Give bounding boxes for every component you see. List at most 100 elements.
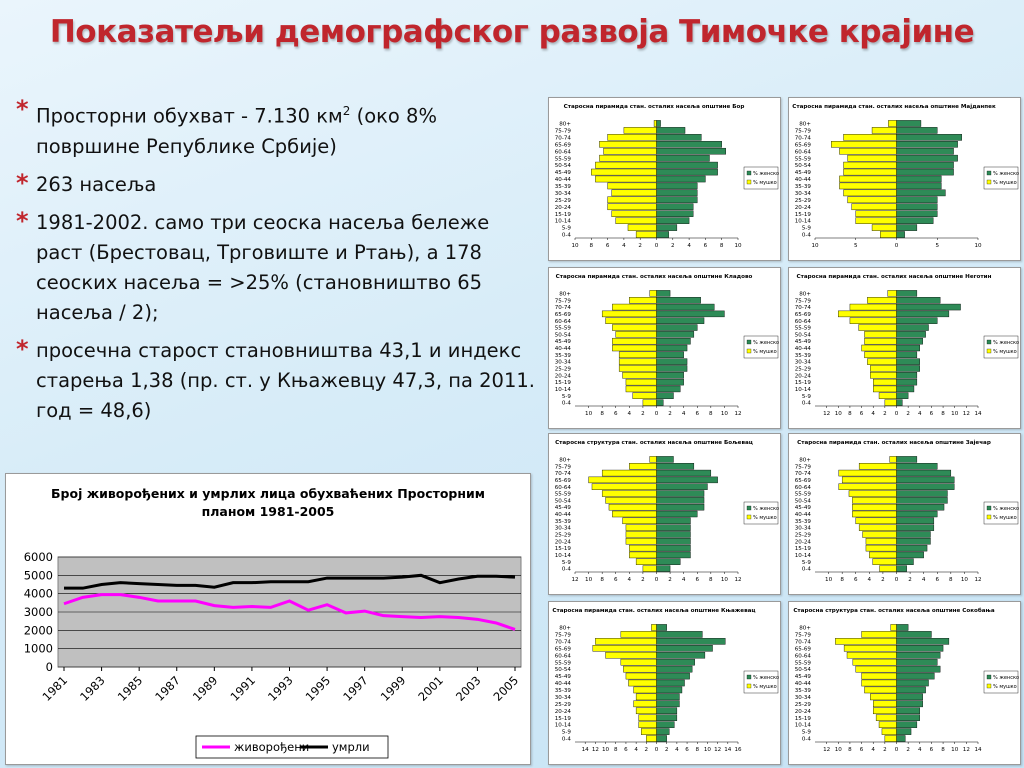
age-group-label: 45-49 bbox=[795, 170, 812, 176]
x-tick-label: 8 bbox=[709, 411, 713, 417]
bar-zensko bbox=[896, 337, 923, 345]
bar-zensko bbox=[656, 231, 669, 238]
age-group-label: 25-29 bbox=[555, 702, 572, 708]
x-tick-label: 12 bbox=[714, 747, 721, 753]
bar-musko bbox=[855, 517, 897, 525]
bar-musko bbox=[870, 365, 897, 372]
x-tick-label: 8 bbox=[848, 411, 852, 417]
bar-zensko bbox=[896, 168, 954, 176]
x-tick-label: 14 bbox=[974, 411, 982, 417]
bar-musko bbox=[838, 310, 897, 318]
age-group-label: 75-79 bbox=[555, 464, 572, 470]
bar-zensko bbox=[656, 551, 691, 559]
bar-musko bbox=[601, 490, 657, 497]
bar-musko bbox=[628, 679, 657, 687]
bar-musko bbox=[839, 182, 897, 190]
age-group-label: 80+ bbox=[799, 626, 811, 632]
legend-swatch bbox=[746, 339, 752, 345]
y-tick-label: 3000 bbox=[24, 605, 53, 619]
bar-musko bbox=[595, 161, 657, 169]
age-group-label: 40-44 bbox=[555, 512, 572, 518]
bar-musko bbox=[889, 456, 897, 463]
legend-label: % женско bbox=[993, 340, 1019, 346]
age-group-label: 50-54 bbox=[555, 667, 572, 673]
x-tick-label: 1991 bbox=[227, 673, 258, 704]
x-tick-label: 10 bbox=[974, 243, 982, 249]
bar-zensko bbox=[656, 331, 695, 338]
age-group-label: 60-64 bbox=[795, 485, 812, 491]
x-tick-label: 8 bbox=[709, 577, 713, 583]
age-group-label: 50-54 bbox=[555, 498, 572, 504]
y-tick-label: 2000 bbox=[24, 623, 53, 637]
age-group-label: 55-59 bbox=[555, 326, 572, 332]
age-group-label: 25-29 bbox=[555, 533, 572, 539]
bar-musko bbox=[887, 290, 897, 297]
bar-zensko bbox=[656, 161, 718, 169]
age-group-label: 75-79 bbox=[795, 128, 812, 134]
age-group-label: 5-9 bbox=[562, 560, 572, 566]
bar-zensko bbox=[896, 463, 938, 470]
age-group-label: 30-34 bbox=[555, 360, 572, 366]
bar-musko bbox=[872, 558, 897, 565]
legend-label: % женско bbox=[993, 506, 1019, 512]
bar-musko bbox=[599, 154, 657, 162]
bar-zensko bbox=[896, 120, 922, 127]
bar-zensko bbox=[656, 399, 664, 406]
x-tick-label: 10 bbox=[721, 577, 729, 583]
y-tick-label: 1000 bbox=[24, 642, 53, 656]
x-tick-label: 8 bbox=[590, 243, 594, 249]
age-group-label: 50-54 bbox=[795, 332, 812, 338]
age-group-label: 30-34 bbox=[555, 526, 572, 532]
bar-musko bbox=[861, 344, 897, 352]
age-group-label: 60-64 bbox=[555, 485, 572, 491]
age-group-label: 65-69 bbox=[795, 646, 812, 652]
age-group-label: 80+ bbox=[559, 122, 571, 128]
bar-musko bbox=[635, 231, 657, 238]
bar-musko bbox=[622, 372, 657, 379]
x-tick-label: 10 bbox=[835, 747, 843, 753]
line-chart-panel: Број живорођених и умрлих лица обухваћен… bbox=[5, 473, 531, 765]
pyramid-chart-knjazevac: Старосна пирамида стан. осталих насеља о… bbox=[552, 608, 779, 753]
bar-musko bbox=[855, 210, 897, 217]
pyramid-legend-box bbox=[743, 335, 779, 359]
bar-musko bbox=[588, 476, 657, 484]
legend-label: % мушко bbox=[993, 180, 1017, 186]
bar-zensko bbox=[656, 558, 681, 565]
age-group-label: 0-4 bbox=[562, 567, 572, 573]
bar-musko bbox=[873, 385, 897, 393]
x-tick-label: 4 bbox=[622, 243, 626, 249]
bar-zensko bbox=[656, 175, 706, 183]
age-group-label: 55-59 bbox=[555, 660, 572, 666]
y-tick-label: 6000 bbox=[24, 550, 53, 564]
bar-zensko bbox=[656, 510, 698, 518]
bar-zensko bbox=[896, 497, 948, 504]
bar-musko bbox=[879, 231, 897, 238]
pyramid-title: Старосна пирамида стан. осталих насеља о… bbox=[797, 440, 991, 446]
bar-musko bbox=[635, 693, 657, 701]
series-line-umrli bbox=[64, 573, 516, 590]
bar-musko bbox=[852, 658, 897, 666]
bar-musko bbox=[625, 378, 657, 386]
age-group-label: 15-19 bbox=[555, 380, 572, 386]
age-group-label: 75-79 bbox=[555, 632, 572, 638]
bar-musko bbox=[855, 217, 897, 224]
bar-zensko bbox=[656, 127, 686, 134]
bar-musko bbox=[873, 707, 897, 715]
x-tick-label: 0 bbox=[655, 243, 659, 249]
asterisk-icon: * bbox=[16, 206, 29, 235]
age-group-label: 5-9 bbox=[562, 226, 572, 232]
bar-musko bbox=[831, 141, 897, 148]
x-tick-label: 14 bbox=[724, 747, 732, 753]
legend-label: % мушко bbox=[753, 349, 777, 355]
bar-musko bbox=[858, 524, 897, 531]
pyramid-chart-boljevac: Старосна структура стан. осталих насеља … bbox=[555, 440, 779, 583]
x-tick-label: 6 bbox=[860, 411, 864, 417]
bar-zensko bbox=[656, 524, 691, 531]
x-tick-label: 4 bbox=[868, 577, 872, 583]
bar-zensko bbox=[656, 358, 688, 365]
bar-zensko bbox=[896, 210, 938, 217]
bar-zensko bbox=[896, 365, 920, 372]
bar-musko bbox=[607, 134, 657, 141]
bar-zensko bbox=[656, 624, 667, 631]
bar-zensko bbox=[656, 134, 702, 141]
